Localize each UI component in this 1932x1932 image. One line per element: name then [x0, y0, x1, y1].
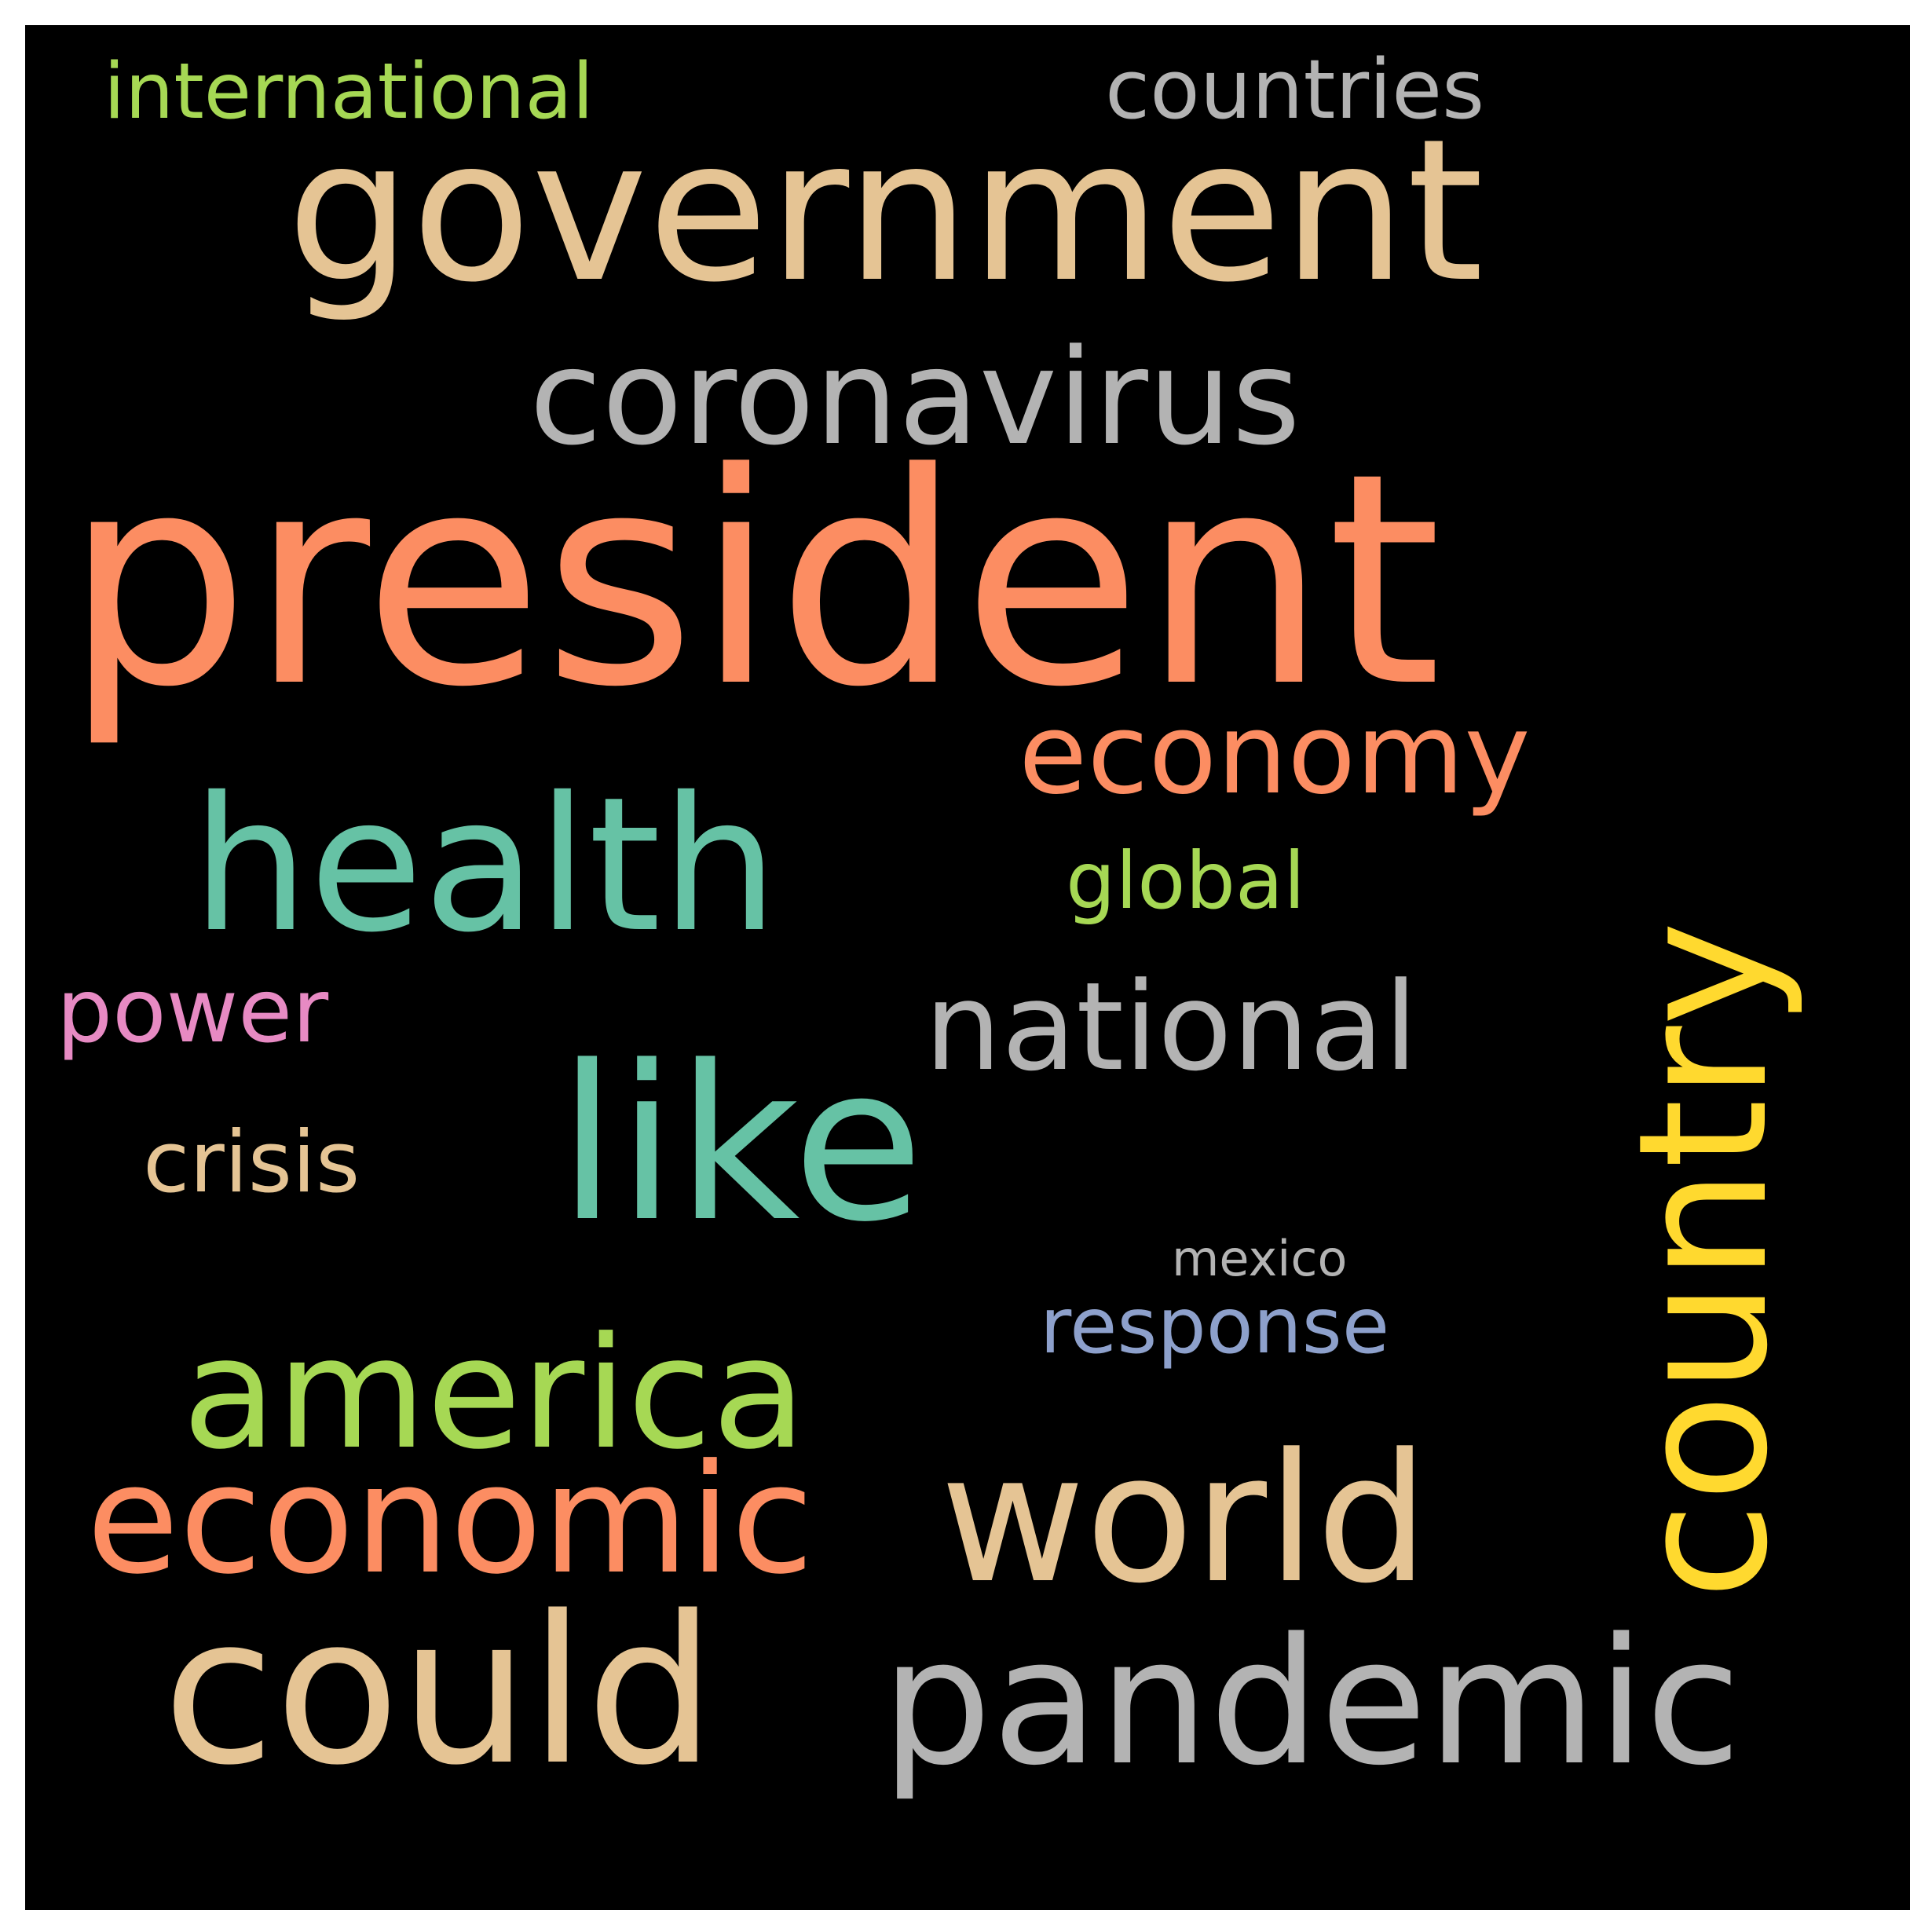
word-global: global: [1066, 835, 1305, 927]
word-like: like: [558, 1021, 924, 1269]
word-countries: countries: [1105, 42, 1485, 137]
word-world: world: [940, 1416, 1429, 1623]
word-international: international: [104, 47, 594, 137]
word-government: government: [287, 97, 1484, 325]
word-mexico: mexico: [1172, 1230, 1348, 1287]
word-health: health: [192, 757, 779, 973]
word-country: country: [1601, 920, 1807, 1600]
word-response: response: [1040, 1282, 1390, 1371]
word-national: national: [924, 956, 1418, 1098]
word-cloud-panel: president government could like pandemic…: [25, 25, 1910, 1910]
word-america: america: [182, 1304, 807, 1484]
word-economic: economic: [86, 1433, 814, 1608]
word-could: could: [163, 1573, 716, 1810]
word-economy: economy: [1019, 690, 1531, 819]
word-crisis: crisis: [143, 1114, 360, 1212]
word-power: power: [57, 961, 329, 1063]
word-coronavirus: coronavirus: [529, 320, 1301, 474]
word-pandemic: pandemic: [881, 1601, 1742, 1804]
word-president: president: [64, 411, 1442, 751]
